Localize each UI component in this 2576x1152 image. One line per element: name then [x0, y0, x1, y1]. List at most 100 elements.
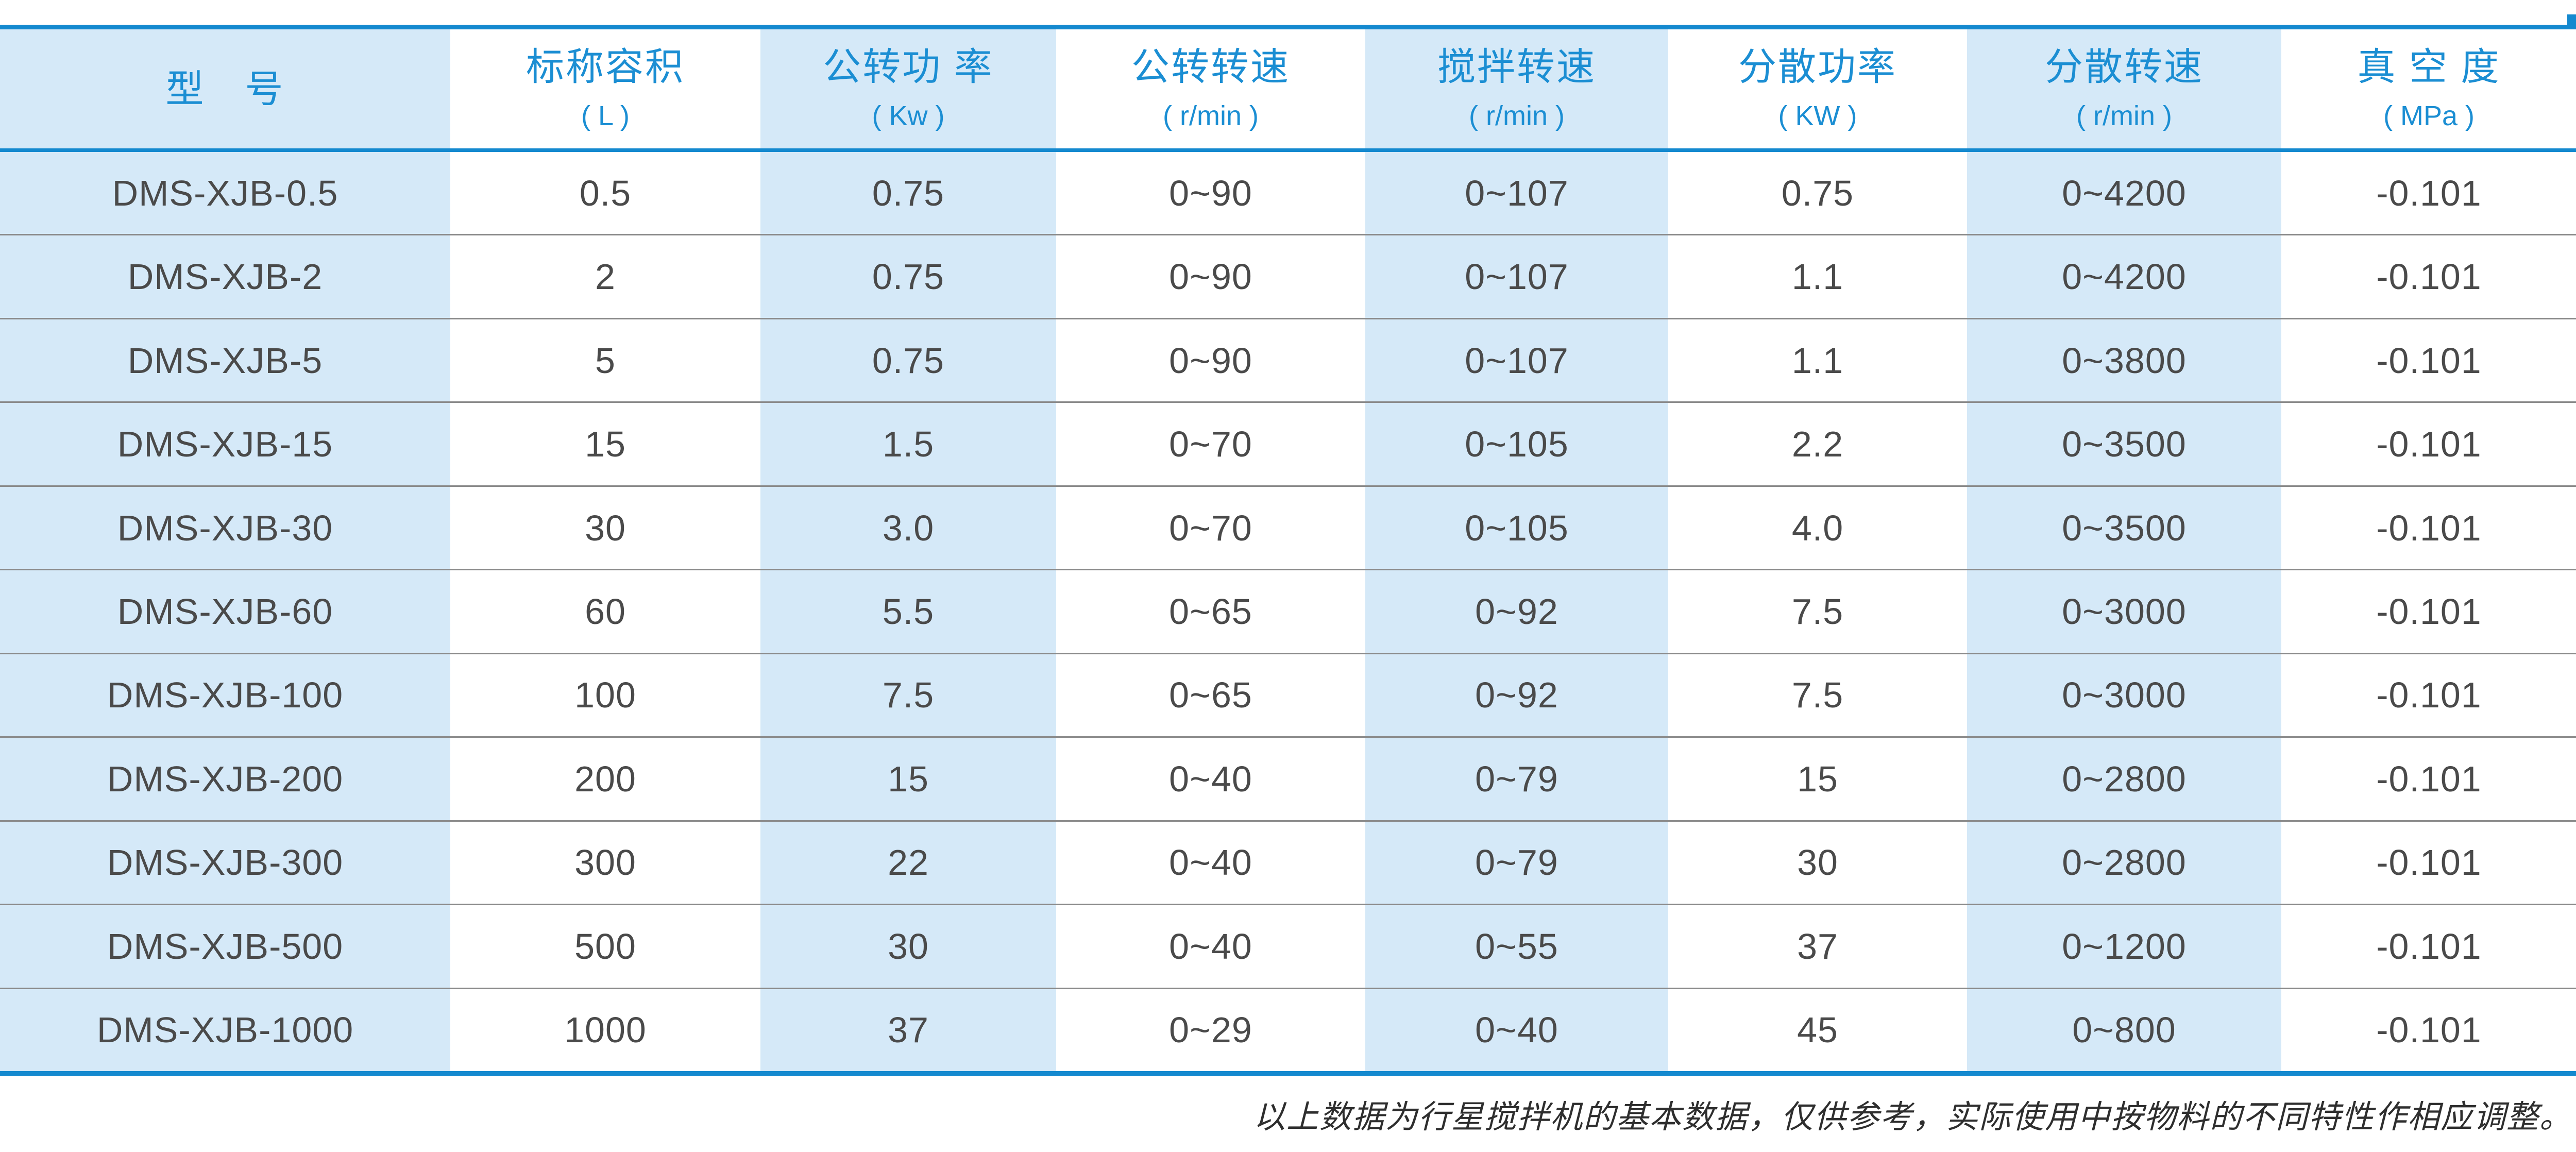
- cell-stirring-speed: 0~92: [1365, 654, 1668, 737]
- cell-revolution-power: 15: [760, 738, 1056, 820]
- cell-nominal-volume: 0.5: [579, 173, 632, 213]
- cell-model: DMS-XJB-60: [0, 570, 450, 653]
- column-unit: ( KW ): [1778, 100, 1857, 132]
- table-header-row: 型 号 标称容积 ( L ) 公转功 率 ( Kw ) 公转转速 ( r/min…: [0, 29, 2576, 148]
- cell-dispersion-speed: 0~3500: [1967, 403, 2281, 485]
- cell-revolution-power: 30: [760, 905, 1056, 988]
- cell-revolution-power: 0.75: [760, 235, 1056, 318]
- cell-dispersion-power: 7.5: [1791, 591, 1844, 632]
- column-unit: ( Kw ): [872, 100, 945, 132]
- cell-revolution-power: 5.5: [760, 570, 1056, 653]
- table-row: DMS-XJB-300 300 22 0~40 0~79 30 0~2800 -…: [0, 820, 2576, 904]
- column-title: 公转转速: [1131, 45, 1290, 88]
- table-row: DMS-XJB-200 200 15 0~40 0~79 15 0~2800 -…: [0, 736, 2576, 820]
- column-title: 型 号: [165, 67, 285, 110]
- column-title: 分散功率: [1738, 45, 1897, 88]
- table-bottom-rule: [0, 1071, 2576, 1076]
- column-title: 搅拌转速: [1437, 45, 1596, 88]
- cell-dispersion-speed: 0~800: [1967, 989, 2281, 1071]
- cell-dispersion-speed: 0~3000: [1967, 570, 2281, 653]
- cell-vacuum-degree: -0.101: [2376, 591, 2482, 632]
- table-row: DMS-XJB-0.5 0.5 0.75 0~90 0~107 0.75 0~4…: [0, 152, 2576, 234]
- cell-dispersion-speed: 0~4200: [1967, 152, 2281, 234]
- column-header-revolution-speed: 公转转速 ( r/min ): [1056, 29, 1365, 148]
- table-row: DMS-XJB-2 2 0.75 0~90 0~107 1.1 0~4200 -…: [0, 234, 2576, 318]
- cell-nominal-volume: 60: [585, 591, 626, 632]
- table-row: DMS-XJB-5 5 0.75 0~90 0~107 1.1 0~3800 -…: [0, 317, 2576, 402]
- column-header-stirring-speed: 搅拌转速 ( r/min ): [1365, 29, 1668, 148]
- cell-revolution-speed: 0~40: [1169, 758, 1252, 799]
- cell-stirring-speed: 0~107: [1365, 235, 1668, 318]
- column-title: 公转功 率: [823, 45, 994, 88]
- cell-model: DMS-XJB-2: [0, 235, 450, 318]
- cell-revolution-power: 37: [760, 989, 1056, 1071]
- cell-stirring-speed: 0~79: [1365, 821, 1668, 904]
- column-title: 分散转速: [2045, 45, 2204, 88]
- cell-model: DMS-XJB-100: [0, 654, 450, 737]
- cell-revolution-speed: 0~29: [1169, 1010, 1252, 1051]
- column-unit: ( L ): [581, 100, 630, 132]
- table-row: DMS-XJB-30 30 3.0 0~70 0~105 4.0 0~3500 …: [0, 485, 2576, 569]
- cell-dispersion-power: 7.5: [1791, 675, 1844, 716]
- table-row: DMS-XJB-500 500 30 0~40 0~55 37 0~1200 -…: [0, 904, 2576, 988]
- cell-revolution-speed: 0~90: [1169, 340, 1252, 381]
- cell-nominal-volume: 2: [595, 257, 616, 297]
- cell-vacuum-degree: -0.101: [2376, 257, 2482, 297]
- table-row: DMS-XJB-1000 1000 37 0~29 0~40 45 0~800 …: [0, 987, 2576, 1071]
- cell-stirring-speed: 0~55: [1365, 905, 1668, 988]
- cell-nominal-volume: 5: [595, 340, 616, 381]
- footnote-text: 以上数据为行星搅拌机的基本数据，仅供参考，实际使用中按物料的不同特性作相应调整。: [1253, 1100, 2572, 1135]
- cell-revolution-speed: 0~90: [1169, 173, 1252, 213]
- cell-model: DMS-XJB-5: [0, 319, 450, 402]
- column-header-nominal-volume: 标称容积 ( L ): [450, 29, 760, 148]
- cell-dispersion-power: 4.0: [1791, 507, 1844, 548]
- cell-stirring-speed: 0~105: [1365, 486, 1668, 569]
- cell-revolution-speed: 0~90: [1169, 257, 1252, 297]
- cell-revolution-power: 22: [760, 821, 1056, 904]
- cell-dispersion-speed: 0~1200: [1967, 905, 2281, 988]
- cell-nominal-volume: 1000: [564, 1010, 647, 1051]
- cell-vacuum-degree: -0.101: [2376, 1010, 2482, 1051]
- cell-dispersion-speed: 0~2800: [1967, 738, 2281, 820]
- cell-model: DMS-XJB-30: [0, 486, 450, 569]
- cell-model: DMS-XJB-300: [0, 821, 450, 904]
- cell-revolution-power: 1.5: [760, 403, 1056, 485]
- column-title: 真 空 度: [2357, 45, 2501, 88]
- column-unit: ( r/min ): [1469, 100, 1565, 132]
- column-title: 标称容积: [526, 45, 685, 88]
- cell-revolution-power: 7.5: [760, 654, 1056, 737]
- cell-revolution-speed: 0~40: [1169, 926, 1252, 967]
- cell-vacuum-degree: -0.101: [2376, 507, 2482, 548]
- table-row: DMS-XJB-100 100 7.5 0~65 0~92 7.5 0~3000…: [0, 652, 2576, 737]
- column-unit: ( MPa ): [2383, 100, 2475, 132]
- cell-revolution-power: 3.0: [760, 486, 1056, 569]
- cell-model: DMS-XJB-15: [0, 403, 450, 485]
- cell-revolution-speed: 0~40: [1169, 842, 1252, 883]
- cell-nominal-volume: 200: [574, 758, 636, 799]
- cell-vacuum-degree: -0.101: [2376, 758, 2482, 799]
- cell-dispersion-power: 0.75: [1781, 173, 1854, 213]
- column-unit: ( r/min ): [2076, 100, 2172, 132]
- footnote: 以上数据为行星搅拌机的基本数据，仅供参考，实际使用中按物料的不同特性作相应调整。: [0, 1076, 2576, 1152]
- cell-revolution-speed: 0~65: [1169, 675, 1252, 716]
- cell-nominal-volume: 30: [585, 507, 626, 548]
- cell-model: DMS-XJB-0.5: [0, 152, 450, 234]
- cell-stirring-speed: 0~40: [1365, 989, 1668, 1071]
- cell-model: DMS-XJB-500: [0, 905, 450, 988]
- cell-dispersion-speed: 0~3000: [1967, 654, 2281, 737]
- column-unit: ( r/min ): [1163, 100, 1259, 132]
- cell-vacuum-degree: -0.101: [2376, 926, 2482, 967]
- cell-dispersion-speed: 0~3800: [1967, 319, 2281, 402]
- cell-stirring-speed: 0~79: [1365, 738, 1668, 820]
- cell-dispersion-power: 15: [1797, 758, 1838, 799]
- cell-vacuum-degree: -0.101: [2376, 842, 2482, 883]
- cell-stirring-speed: 0~107: [1365, 319, 1668, 402]
- cell-nominal-volume: 15: [585, 424, 626, 465]
- cell-model: DMS-XJB-1000: [0, 989, 450, 1071]
- cell-vacuum-degree: -0.101: [2376, 675, 2482, 716]
- cell-dispersion-speed: 0~3500: [1967, 486, 2281, 569]
- cell-dispersion-power: 30: [1797, 842, 1838, 883]
- cell-dispersion-power: 45: [1797, 1010, 1838, 1051]
- cell-dispersion-speed: 0~2800: [1967, 821, 2281, 904]
